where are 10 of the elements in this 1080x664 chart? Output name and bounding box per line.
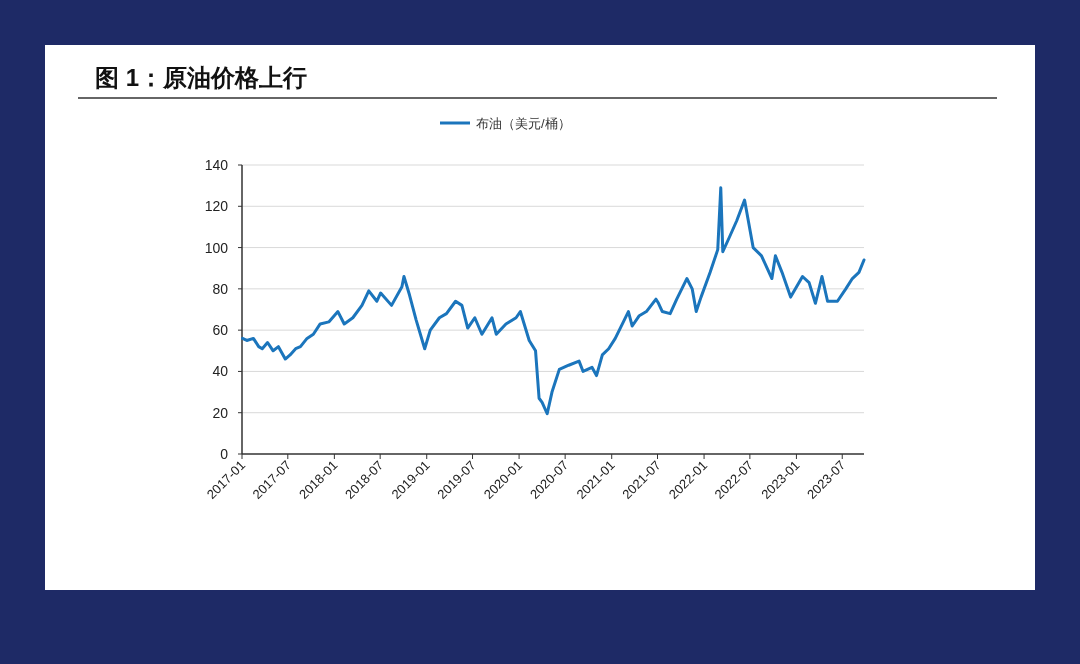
chart-title: 图 1：原油价格上行	[95, 64, 308, 91]
y-tick-label: 0	[220, 446, 229, 462]
y-tick-label: 100	[204, 239, 229, 256]
y-tick-label: 60	[212, 322, 229, 339]
y-tick-label: 40	[212, 363, 229, 380]
y-tick-label: 120	[204, 198, 229, 215]
y-tick-label: 80	[212, 280, 229, 297]
y-tick-label: 20	[212, 404, 229, 421]
legend-label: 布油（美元/桶）	[476, 116, 571, 131]
y-tick-label: 140	[204, 157, 229, 173]
